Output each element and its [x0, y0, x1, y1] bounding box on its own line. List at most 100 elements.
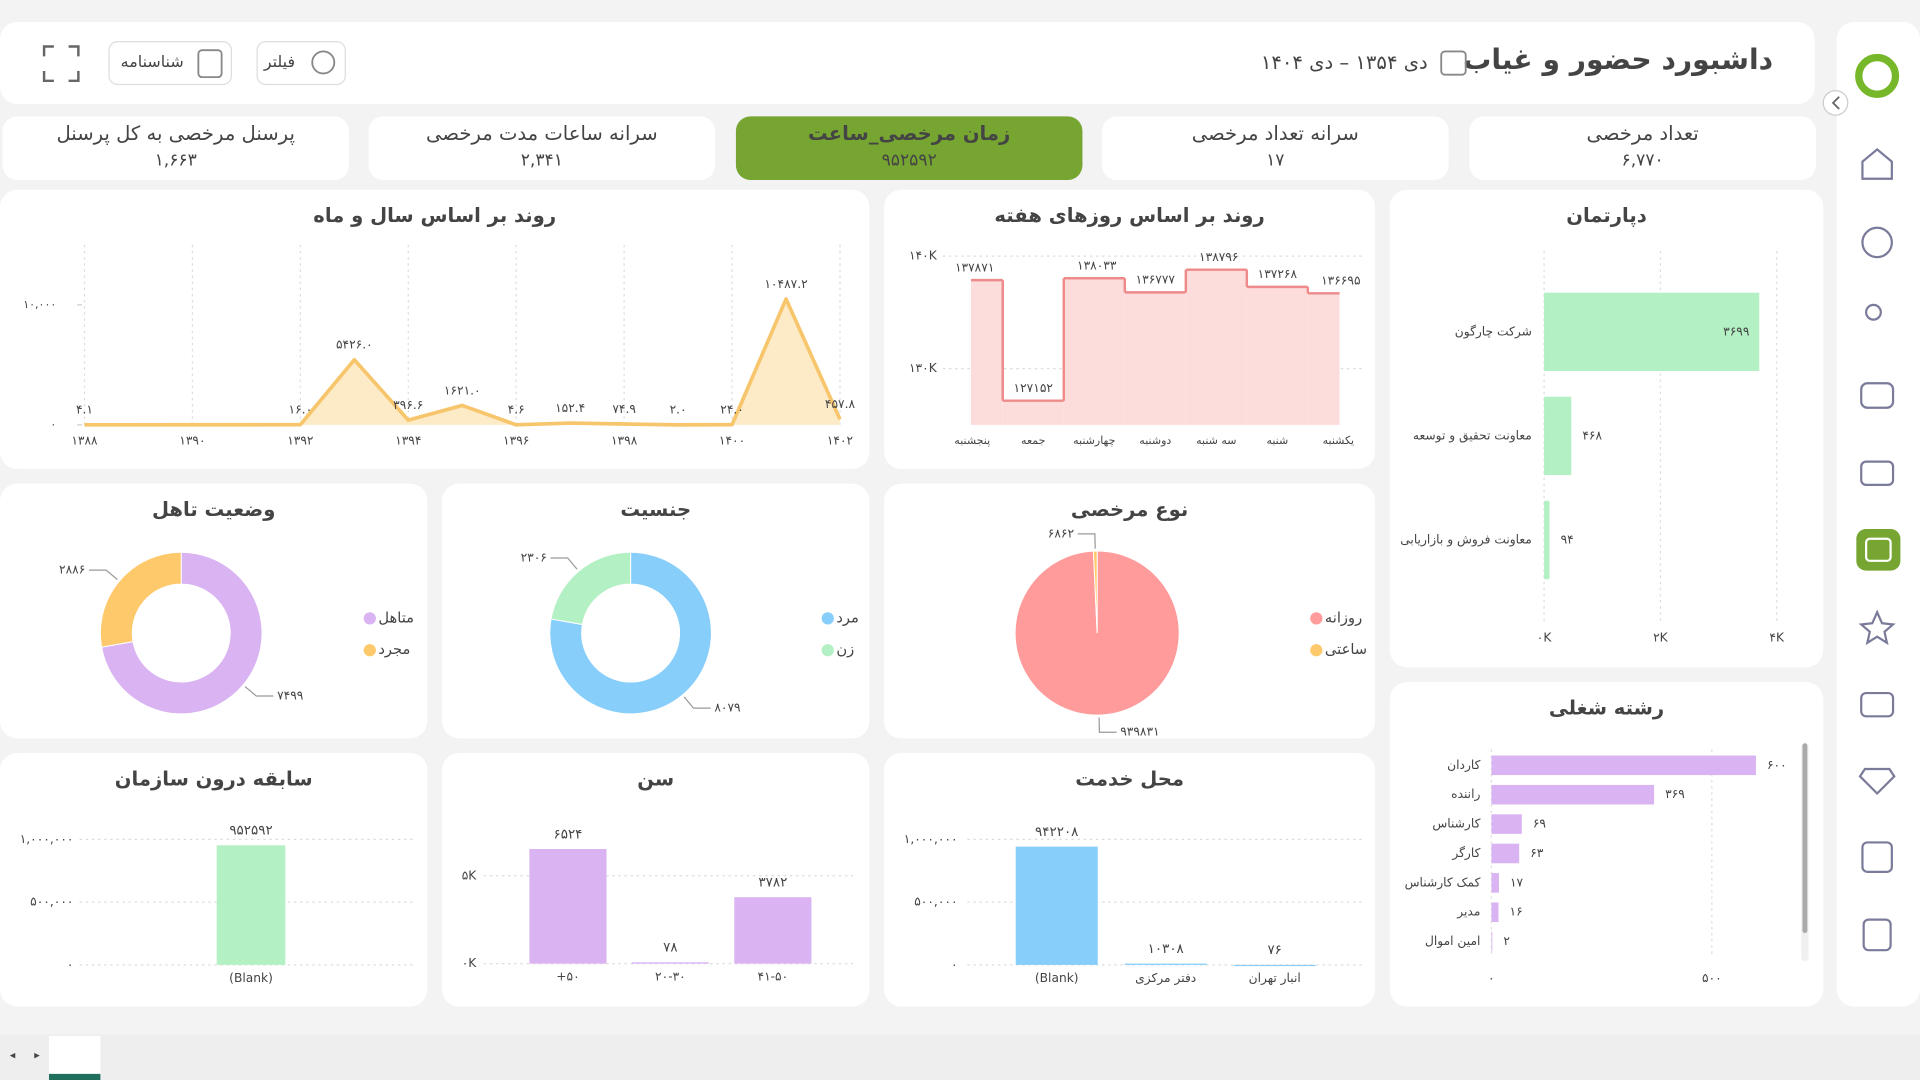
page-tab[interactable]: [48, 1035, 101, 1080]
y-tick-label: معاونت فروش و بازاریابی: [1400, 533, 1532, 548]
data-label: ۷۶: [1267, 943, 1281, 958]
data-label: ۷۴.۹: [612, 402, 636, 416]
y-tick-label: کاردان: [1447, 758, 1480, 773]
x-tick-label: ۱۳۹۲: [287, 433, 314, 447]
data-label: ۱۳۸۰۳۳: [1077, 259, 1117, 273]
chart-title: رشته شغلی: [1549, 696, 1664, 719]
bar: [1491, 784, 1655, 805]
bar: [216, 845, 286, 965]
bar: [1491, 843, 1520, 864]
data-label: ۳۶۹۹: [1723, 324, 1750, 338]
chart-title: دپارتمان: [1566, 204, 1647, 227]
calendar-icon: [1440, 50, 1467, 76]
panel: [0, 753, 428, 1007]
data-label: ۲۸۸۶: [59, 563, 85, 577]
x-tick-label: ۱۳۹۰: [179, 433, 205, 447]
data-label: ۶۳: [1530, 846, 1544, 860]
x-tick-label: ۱۳۹۶: [503, 433, 529, 447]
y-tick-label: ۵K: [462, 868, 478, 882]
prev-page[interactable]: ◂: [10, 1049, 16, 1062]
bar: [1544, 500, 1550, 580]
x-tick-label: (Blank): [229, 971, 273, 985]
panel: [442, 753, 870, 1007]
kpi-value: ۶,۷۷۰: [1622, 150, 1664, 170]
scrollbar-thumb[interactable]: [1802, 743, 1808, 934]
x-tick-label: +۵۰: [556, 970, 579, 984]
y-tick-label: کارشناس: [1432, 817, 1480, 832]
y-tick-label: مدیر: [1456, 905, 1480, 920]
data-label: ۶۸۶۲: [1048, 526, 1075, 540]
slice: [99, 551, 182, 648]
y-tick-label: ۱۴۰K: [909, 249, 938, 263]
nav-users[interactable]: [1865, 303, 1882, 321]
data-label: ۱۰۳۰۸: [1148, 942, 1184, 957]
y-tick-label: شرکت چارگون: [1455, 324, 1532, 339]
nav-chart[interactable]: [1861, 226, 1893, 259]
chart-title: روند بر اساس سال و ماه: [313, 204, 556, 227]
x-tick-label: ۴۱-۵۰: [758, 970, 789, 984]
leader-line: [1077, 533, 1096, 549]
kpi-value: ۱,۶۶۳: [155, 150, 197, 170]
x-tick-label: ۱۳۹۴: [395, 433, 421, 447]
next-page[interactable]: ▸: [34, 1049, 40, 1062]
kpi-label: پرسنل مرخصی به کل پرسنل: [56, 122, 294, 145]
y-tick-label: ۱,۰۰۰,۰۰۰: [20, 832, 74, 846]
data-label: ۶۰۰: [1767, 758, 1787, 772]
data-label: ۴.۶: [508, 403, 525, 417]
step-area: [971, 280, 1003, 425]
nav-briefcase[interactable]: [1860, 691, 1895, 718]
filter-label: فیلتر: [263, 52, 295, 72]
nav-star[interactable]: [1858, 609, 1896, 646]
data-label: ۹۴: [1561, 533, 1574, 547]
bar: [1491, 902, 1499, 923]
data-label: ۴.۱: [76, 403, 93, 417]
chart-title: سابقه درون سازمان: [115, 768, 313, 791]
x-tick-label: ۴K: [1769, 630, 1785, 644]
x-tick-label: ۰K: [1537, 630, 1553, 644]
data-label: ۲.۰: [670, 403, 687, 417]
step-area: [1246, 286, 1308, 425]
page-tab-indicator: [48, 1073, 101, 1080]
legend-label: مرد: [836, 609, 859, 626]
y-tick-label: کارگر: [1451, 846, 1480, 861]
panel: [0, 189, 870, 469]
data-label: ۱۲۷۱۵۲: [1014, 381, 1054, 395]
x-tick-label: پنجشنبه: [954, 434, 990, 447]
profile-icon: [197, 49, 223, 79]
y-tick-label: ۰: [67, 957, 74, 971]
bar: [1124, 963, 1207, 965]
bar: [1233, 964, 1316, 967]
legend-label: روزانه: [1325, 609, 1362, 626]
data-label: ۴۵۷.۸: [825, 397, 856, 411]
nav-home[interactable]: [1861, 147, 1893, 180]
kpi-label: تعداد مرخصی: [1587, 122, 1699, 145]
nav-active[interactable]: [1856, 528, 1901, 571]
nav-diamond[interactable]: [1858, 767, 1896, 796]
data-label: ۴۶۸: [1582, 428, 1602, 442]
nav-clipboard[interactable]: [1862, 918, 1892, 952]
step-area: [1185, 269, 1247, 425]
data-label: ۵۴۲۶.۰: [336, 338, 373, 352]
data-label: ۱۳۶۶۹۵: [1321, 274, 1360, 288]
nav-wallet[interactable]: [1860, 460, 1895, 486]
data-label: ۱۰۴۸۷.۲: [764, 277, 808, 291]
collapse-button[interactable]: [1822, 90, 1849, 116]
leader-line: [89, 569, 118, 581]
kpi-label: سرانه تعداد مرخصی: [1192, 122, 1359, 145]
profile-label: شناسنامه: [121, 52, 184, 71]
profile-button[interactable]: [108, 41, 233, 86]
y-tick-label: ۰K: [462, 956, 478, 970]
legend-label: ساعتی: [1325, 641, 1367, 658]
nav-calculator[interactable]: [1861, 841, 1893, 873]
bar: [1491, 814, 1522, 834]
y-tick-label: ۰: [951, 957, 958, 971]
nav-mail[interactable]: [1860, 382, 1895, 409]
slice: [549, 551, 712, 715]
kpi-card: [1469, 116, 1816, 180]
fullscreen-button[interactable]: [42, 45, 80, 83]
chart-title: محل خدمت: [1075, 768, 1184, 791]
x-tick-label: انبار تهران: [1249, 971, 1301, 986]
sidebar: [1836, 22, 1920, 1007]
date-range[interactable]: دی ۱۳۵۴ – دی ۱۴۰۴: [1261, 51, 1428, 74]
